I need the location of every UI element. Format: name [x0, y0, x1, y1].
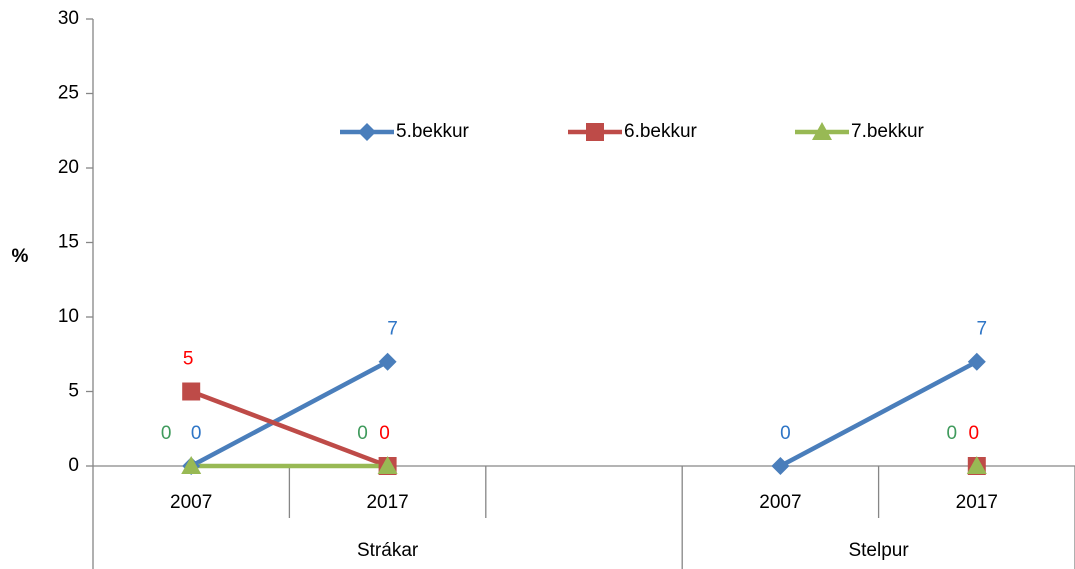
data-label: 0: [357, 423, 368, 444]
marker: [966, 456, 987, 474]
marker: [181, 456, 202, 474]
data-label: 0: [379, 423, 390, 444]
group-label: Stelpur: [848, 540, 909, 561]
data-label: 7: [977, 319, 988, 340]
marker: [377, 456, 398, 474]
y-tick-label: 25: [58, 83, 79, 104]
marker: [771, 457, 790, 475]
legend-label: 5.bekkur: [396, 121, 470, 142]
data-label: 0: [191, 423, 202, 444]
data-label: 0: [161, 423, 172, 444]
x-tick-label: 2017: [366, 492, 408, 513]
marker: [182, 382, 201, 401]
y-tick-label: 30: [58, 8, 79, 29]
y-tick-label: 10: [58, 306, 79, 327]
y-tick-label: 20: [58, 157, 79, 178]
legend-label: 6.bekkur: [624, 121, 698, 142]
x-tick-label: 2007: [759, 492, 801, 513]
data-label: 0: [947, 423, 958, 444]
legend-label: 7.bekkur: [851, 121, 925, 142]
data-label: 0: [969, 423, 980, 444]
x-tick-label: 2007: [170, 492, 212, 513]
y-tick-label: 0: [68, 455, 79, 476]
y-tick-label: 5: [68, 381, 79, 402]
data-label: 7: [387, 319, 398, 340]
x-tick-label: 2017: [956, 492, 998, 513]
marker: [812, 122, 832, 140]
data-label: 5: [183, 349, 194, 370]
series-line: [190, 359, 978, 468]
data-label: 0: [780, 423, 791, 444]
marker: [378, 352, 397, 371]
marker: [586, 123, 604, 141]
y-tick-label: 15: [58, 232, 79, 253]
marker: [358, 123, 376, 141]
y-axis-label: %: [12, 246, 29, 267]
group-label: Strákar: [357, 540, 419, 561]
marker: [967, 352, 986, 371]
